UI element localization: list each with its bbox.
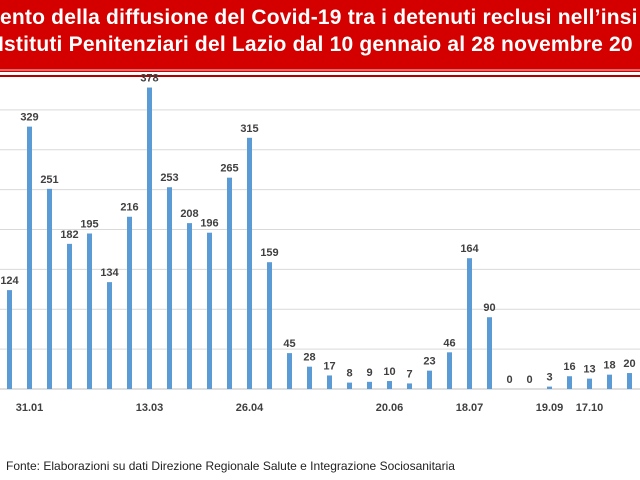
bar [287,353,292,389]
bar-value-label: 251 [40,174,58,186]
x-tick-label: 31.01 [16,402,44,414]
bar-value-label: 329 [20,112,38,124]
bar-value-label: 17 [323,360,335,372]
bar [267,262,272,389]
bar [47,188,52,389]
bar-value-label: 3 [546,372,552,384]
bar [207,232,212,389]
bar-value-label: 195 [80,218,98,230]
bar [587,378,592,389]
bar-value-label: 265 [220,163,238,175]
x-tick-label: 26.04 [236,402,264,414]
chart-title-line-1: ento della diffusione del Covid-19 tra i… [0,6,638,29]
value-labels: 1243292511821951342163782532081962653151… [0,73,635,386]
x-tick-label: 19.09 [536,402,564,414]
bar-value-label: 315 [240,123,258,135]
x-tick-label: 13.03 [136,402,164,414]
bar [607,374,612,389]
bar-value-label: 0 [506,374,512,386]
bar-value-label: 16 [563,361,575,373]
bar-value-label: 46 [443,337,455,349]
bar [27,126,32,389]
bar [327,375,332,389]
bar-value-label: 182 [60,229,78,241]
bar-value-label: 28 [303,352,315,364]
bar-value-label: 124 [0,275,19,287]
bar [467,258,472,389]
bar-value-label: 13 [583,364,595,376]
bar [127,216,132,389]
bar-value-label: 23 [423,356,435,368]
bar-value-label: 208 [180,208,198,220]
bar [447,352,452,389]
bar [627,373,632,389]
chart-title-line-2: Istituti Penitenziari del Lazio dal 10 g… [0,33,633,56]
bar-value-label: 9 [366,367,372,379]
bar-value-label: 378 [140,73,158,85]
bar [7,290,12,389]
bar-value-label: 18 [603,360,615,372]
x-tick-label: 20.06 [376,402,404,414]
bar [147,87,152,390]
bar-value-label: 10 [383,366,395,378]
bar [187,223,192,389]
bar [227,177,232,389]
bar-value-label: 45 [283,338,295,350]
bar [387,381,392,389]
bar-value-label: 216 [120,202,138,214]
bar [87,233,92,389]
bar [307,366,312,389]
bar [167,187,172,389]
bar-value-label: 20 [623,358,635,370]
bar [247,137,252,389]
x-tick-label: 18.07 [456,402,484,414]
bar-value-label: 134 [100,267,119,279]
bar-value-label: 0 [526,374,532,386]
bar-value-label: 159 [260,247,278,259]
bar [567,376,572,389]
bar-value-label: 253 [160,172,178,184]
bar [427,370,432,389]
bar [107,282,112,389]
bar-value-label: 90 [483,302,495,314]
gridlines [0,69,640,390]
bar-value-label: 196 [200,218,218,230]
bar [487,317,492,389]
title-banner: ento della diffusione del Covid-19 tra i… [0,0,640,75]
bar [407,383,412,389]
x-tick-label: 17.10 [576,402,604,414]
bar [347,382,352,389]
bar-value-label: 164 [460,243,479,255]
source-note: Fonte: Elaborazioni su dati Direzione Re… [6,459,455,473]
bar [367,381,372,389]
bar [67,243,72,389]
bar [547,386,552,389]
bar-value-label: 7 [406,368,412,380]
bar-value-label: 8 [346,368,352,380]
bars [7,87,632,390]
